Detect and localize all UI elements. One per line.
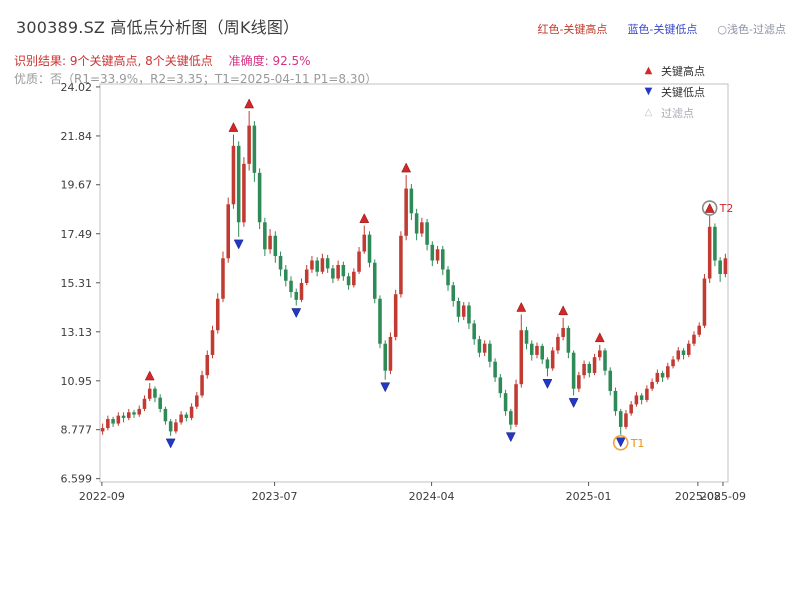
svg-text:2025-08: 2025-08: [675, 490, 721, 503]
quality-line: 优质：否（R1=33.9%，R2=3.35；T1=2025-04-11 P1=8…: [14, 72, 378, 86]
plot-legend-key-high-label: 关键高点: [661, 64, 705, 78]
top-legend: 红色-关键高点 蓝色-关键低点 ○浅色-过滤点: [537, 21, 786, 37]
svg-text:8.777: 8.777: [61, 424, 93, 437]
svg-text:17.49: 17.49: [61, 228, 93, 241]
svg-text:21.84: 21.84: [61, 130, 93, 143]
svg-text:24.02: 24.02: [61, 81, 93, 94]
svg-text:19.67: 19.67: [61, 179, 93, 192]
plot-legend-filtered-label: 过滤点: [661, 106, 694, 120]
plot-legend-row-filtered: △ 过滤点: [642, 102, 705, 123]
top-legend-key-high-label: 红色-关键高点: [537, 23, 608, 36]
filtered-triangle-icon: △: [644, 106, 653, 118]
recognition-result-line: 识别结果: 9个关键高点, 8个关键低点 准确度: 92.5%: [14, 52, 311, 69]
svg-text:13.13: 13.13: [61, 326, 93, 339]
accuracy-text: 准确度: 92.5%: [228, 54, 311, 68]
svg-text:10.95: 10.95: [61, 375, 93, 388]
svg-text:T1: T1: [630, 437, 645, 450]
top-legend-key-low-label: 蓝色-关键低点: [627, 23, 698, 36]
top-legend-filtered-label: ○浅色-过滤点: [717, 23, 786, 36]
key-high-triangle-icon: ▲: [644, 64, 653, 76]
svg-text:2025-09: 2025-09: [700, 490, 746, 503]
svg-text:2022-09: 2022-09: [79, 490, 125, 503]
plot-legend-key-low-label: 关键低点: [661, 85, 705, 99]
plot-legend-row-key-low: ▼ 关键低点: [642, 81, 705, 102]
recognition-result-text: 识别结果: 9个关键高点, 8个关键低点: [14, 54, 213, 68]
plot-legend: ▲ 关键高点 ▼ 关键低点 △ 过滤点: [642, 60, 705, 123]
key-low-triangle-icon: ▼: [644, 85, 653, 97]
svg-text:2023-07: 2023-07: [252, 490, 298, 503]
svg-text:2024-04: 2024-04: [409, 490, 455, 503]
svg-text:6.599: 6.599: [61, 473, 93, 486]
svg-text:15.31: 15.31: [61, 277, 93, 290]
svg-text:T2: T2: [719, 202, 734, 215]
svg-text:2025-01: 2025-01: [566, 490, 612, 503]
kline-chart: 24.02 21.84 19.67 17.49 15.31 13.13 10.95 8.777…: [61, 81, 746, 503]
page-title: 300389.SZ 高低点分析图（周K线图）: [16, 18, 300, 37]
plot-legend-row-key-high: ▲ 关键高点: [642, 60, 705, 81]
